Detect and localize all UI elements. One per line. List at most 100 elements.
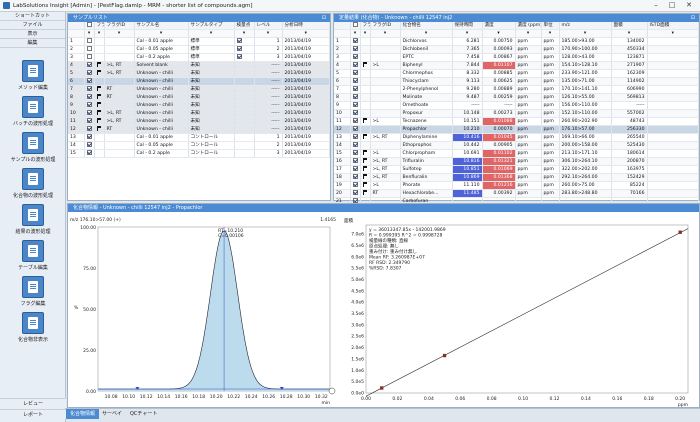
row-checkbox-cell[interactable]: [350, 125, 361, 134]
row-checkbox-cell[interactable]: [350, 109, 361, 118]
col-header[interactable]: サンプルタイプ: [188, 22, 235, 30]
row-checkbox[interactable]: [86, 126, 92, 131]
row-checkbox[interactable]: [352, 182, 358, 187]
minimize-button[interactable]: –: [654, 1, 658, 9]
row-checkbox-cell[interactable]: [84, 85, 95, 94]
row-checkbox[interactable]: [86, 54, 92, 59]
col-header[interactable]: 分析日時: [282, 22, 330, 30]
nav-flag-edit[interactable]: フラグ編集: [4, 276, 62, 307]
nav-sample-processing[interactable]: サンプルの波形処理: [4, 132, 62, 163]
compound-row[interactable]: 14 Ethoprophos 10.442 0.00905 ppm ppm 200.00>1…: [334, 141, 699, 150]
sample-row[interactable]: 11 >L, RT Unknown - chilli 未知 ----- 2013/04/1…: [68, 117, 330, 126]
filter-cell[interactable]: ▾: [254, 29, 283, 38]
row-checkbox[interactable]: [352, 174, 358, 179]
compound-row[interactable]: 8 Molinate 9.487 0.00259 ppm ppm 126.10>55.00 5…: [334, 93, 699, 102]
row-checkbox[interactable]: [86, 118, 92, 123]
cal-point-cell[interactable]: [234, 109, 255, 118]
row-checkbox[interactable]: [86, 142, 92, 147]
row-checkbox-cell[interactable]: [84, 117, 95, 126]
cal-point-checkbox[interactable]: [236, 46, 242, 51]
row-checkbox[interactable]: [352, 126, 358, 131]
compound-row[interactable]: 19 >L Phorate 11.110 0.01216 ppm ppm 260.00>75.…: [334, 181, 699, 190]
maximize-button[interactable]: □: [668, 1, 676, 9]
cal-point-cell[interactable]: [234, 77, 255, 86]
compound-row[interactable]: 12 Propachlor 10.210 0.00070 ppm ppm 176.10>57…: [334, 125, 699, 134]
row-checkbox-cell[interactable]: [350, 173, 361, 182]
filter-cell[interactable]: ▾: [234, 29, 255, 38]
compound-row[interactable]: 9 Omethoate ----- ----- ppm ppm 156.00>110.00-…: [334, 101, 699, 110]
row-checkbox-cell[interactable]: [350, 77, 361, 86]
row-checkbox-cell[interactable]: [84, 109, 95, 118]
filter-cell[interactable]: ▾: [541, 29, 560, 38]
filter-cell[interactable]: ▾: [350, 29, 361, 38]
col-header[interactable]: サンプル名: [134, 22, 189, 30]
row-checkbox[interactable]: [352, 54, 358, 59]
row-checkbox[interactable]: [352, 62, 358, 67]
row-checkbox[interactable]: [352, 158, 358, 163]
row-checkbox[interactable]: [86, 38, 92, 43]
compound-row[interactable]: 3 EPTC 7.458 0.00867 ppm ppm 128.00>43.00 12387…: [334, 53, 699, 62]
row-checkbox-cell[interactable]: [84, 101, 95, 110]
sample-row[interactable]: 6 Unknown - chilli 未知 ----- 2013/04/19: [68, 77, 330, 86]
row-checkbox[interactable]: [352, 118, 358, 123]
row-checkbox-cell[interactable]: [350, 157, 361, 166]
nav-results-processing[interactable]: 結果の波形処理: [4, 204, 62, 235]
row-checkbox[interactable]: [352, 38, 358, 43]
cal-point-cell[interactable]: [234, 85, 255, 94]
sidebar-tab-edit[interactable]: 編集: [0, 39, 65, 48]
row-checkbox[interactable]: [352, 102, 358, 107]
pin-icon[interactable]: ⊡: [690, 15, 695, 21]
row-checkbox-cell[interactable]: [84, 149, 95, 158]
sample-row[interactable]: 15 Cal - 0.2 apple コントロール 3 2013/04/19: [68, 149, 330, 158]
sample-row[interactable]: 12 RT Unknown - chilli 未知 ----- 2013/04/19: [68, 125, 330, 134]
calibration-point[interactable]: [678, 230, 682, 234]
filter-cell[interactable]: ▾: [282, 29, 330, 38]
row-checkbox[interactable]: [352, 150, 358, 155]
row-checkbox-cell[interactable]: [350, 45, 361, 54]
filter-cell[interactable]: ▾: [482, 29, 516, 38]
row-checkbox[interactable]: [352, 134, 358, 139]
row-checkbox[interactable]: [86, 86, 92, 91]
col-header[interactable]: 検量点: [234, 22, 255, 30]
compound-row[interactable]: 20 RT Hexachlorobe... 11.485 0.00392 ppm ppm 28…: [334, 189, 699, 198]
compound-row[interactable]: 6 Thiocyclam 9.113 0.00625 ppm ppm 135.00>71.0…: [334, 77, 699, 86]
cal-point-cell[interactable]: [234, 69, 255, 78]
col-header[interactable]: 単位: [541, 22, 560, 30]
row-checkbox[interactable]: [352, 46, 358, 51]
tab-survey[interactable]: サーベイ: [102, 411, 123, 417]
zoom-icon[interactable]: [328, 387, 336, 395]
col-header[interactable]: フラグ: [360, 22, 371, 30]
row-checkbox[interactable]: [86, 110, 92, 115]
sidebar-tab-shortcut[interactable]: ショートカット: [0, 12, 65, 21]
col-header[interactable]: ISTD面積: [647, 22, 699, 30]
compound-row[interactable]: 18 >L, RT Benfluralin 10.869 0.01368 ppm ppm 29…: [334, 173, 699, 182]
compound-row[interactable]: 13 >L, RT Diphenylamine 10.416 0.01045 ppm ppm…: [334, 133, 699, 142]
row-checkbox-cell[interactable]: [84, 53, 95, 62]
compound-row[interactable]: 17 >L, RT Sulfotep 10.851 0.01069 ppm ppm 322.0…: [334, 165, 699, 174]
compound-row[interactable]: 2 Dichlobenil 7.365 0.00093 ppm ppm 170.90>100…: [334, 45, 699, 54]
filter-cell[interactable]: ▾: [134, 29, 189, 38]
row-checkbox-cell[interactable]: [350, 149, 361, 158]
compound-row[interactable]: 5 Chlormephos 8.332 0.00885 ppm ppm 233.90>121…: [334, 69, 699, 78]
row-checkbox-cell[interactable]: [84, 61, 95, 70]
row-checkbox-cell[interactable]: [350, 53, 361, 62]
col-header[interactable]: 濃度 (ppm): [515, 22, 542, 30]
row-checkbox-cell[interactable]: [84, 141, 95, 150]
row-checkbox-cell[interactable]: [350, 93, 361, 102]
sample-row[interactable]: 14 Cal - 0.05 apple コントロール 2 2013/04/19: [68, 141, 330, 150]
row-checkbox[interactable]: [352, 190, 358, 195]
row-checkbox-cell[interactable]: [84, 77, 95, 86]
compound-row[interactable]: 10 Propoxur 10.148 0.00273 ppm ppm 152.10>110.…: [334, 109, 699, 118]
pin-icon[interactable]: ⊡: [321, 15, 326, 21]
row-checkbox[interactable]: [352, 198, 358, 203]
sample-row[interactable]: 13 Cal - 0.01 apple コントロール 1 2013/04/19: [68, 133, 330, 142]
compound-row[interactable]: 15 >L Chlorpropham 10.691 0.01102 ppm ppm 213.1…: [334, 149, 699, 158]
compound-row[interactable]: 11 >L Tecnazene 10.151 0.01088 ppm ppm 260.90>2…: [334, 117, 699, 126]
cal-point-cell[interactable]: [234, 133, 255, 142]
calibration-point[interactable]: [442, 353, 447, 358]
row-checkbox[interactable]: [352, 110, 358, 115]
compound-row[interactable]: 16 >L, RT Trifluralin 10.816 0.01321 ppm ppm 30…: [334, 157, 699, 166]
sample-row[interactable]: 5 >L, RT Unknown - chilli 未知 ----- 2013/04/19: [68, 69, 330, 78]
filter-cell[interactable]: ▾: [94, 29, 105, 38]
select-all-checkbox[interactable]: [352, 22, 358, 27]
